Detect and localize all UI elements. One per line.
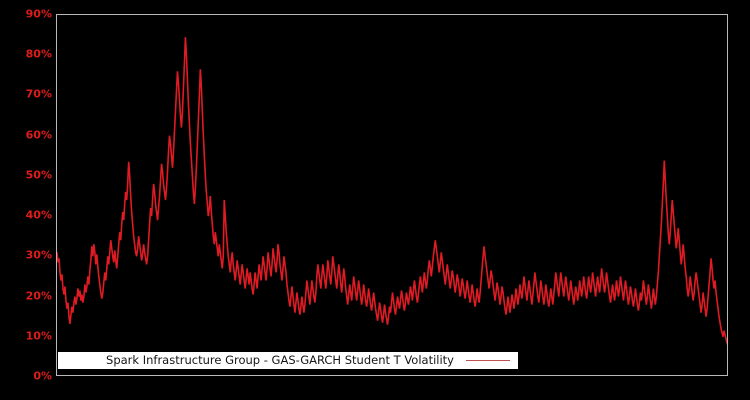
y-axis: 0% 10% 20% 30% 40% 50% 60% 70% 80% 90% [0,0,52,400]
plot-area [56,14,728,376]
y-axis-tick-label: 90% [25,7,52,21]
volatility-line-series [57,37,727,346]
y-axis-tick-label: 30% [25,248,52,262]
legend-line-sample [466,360,510,361]
y-axis-tick-label: 80% [25,47,52,61]
y-axis-tick-label: 70% [25,87,52,101]
y-axis-tick-label: 60% [25,128,52,142]
y-axis-tick-label: 50% [25,168,52,182]
legend-label: Spark Infrastructure Group - GAS-GARCH S… [106,353,454,367]
y-axis-tick-label: 40% [25,208,52,222]
y-axis-tick-label: 10% [25,329,52,343]
series-polyline [57,37,727,346]
y-axis-tick-label: 0% [33,369,52,383]
y-axis-tick-label: 20% [25,289,52,303]
legend[interactable]: Spark Infrastructure Group - GAS-GARCH S… [58,352,518,369]
